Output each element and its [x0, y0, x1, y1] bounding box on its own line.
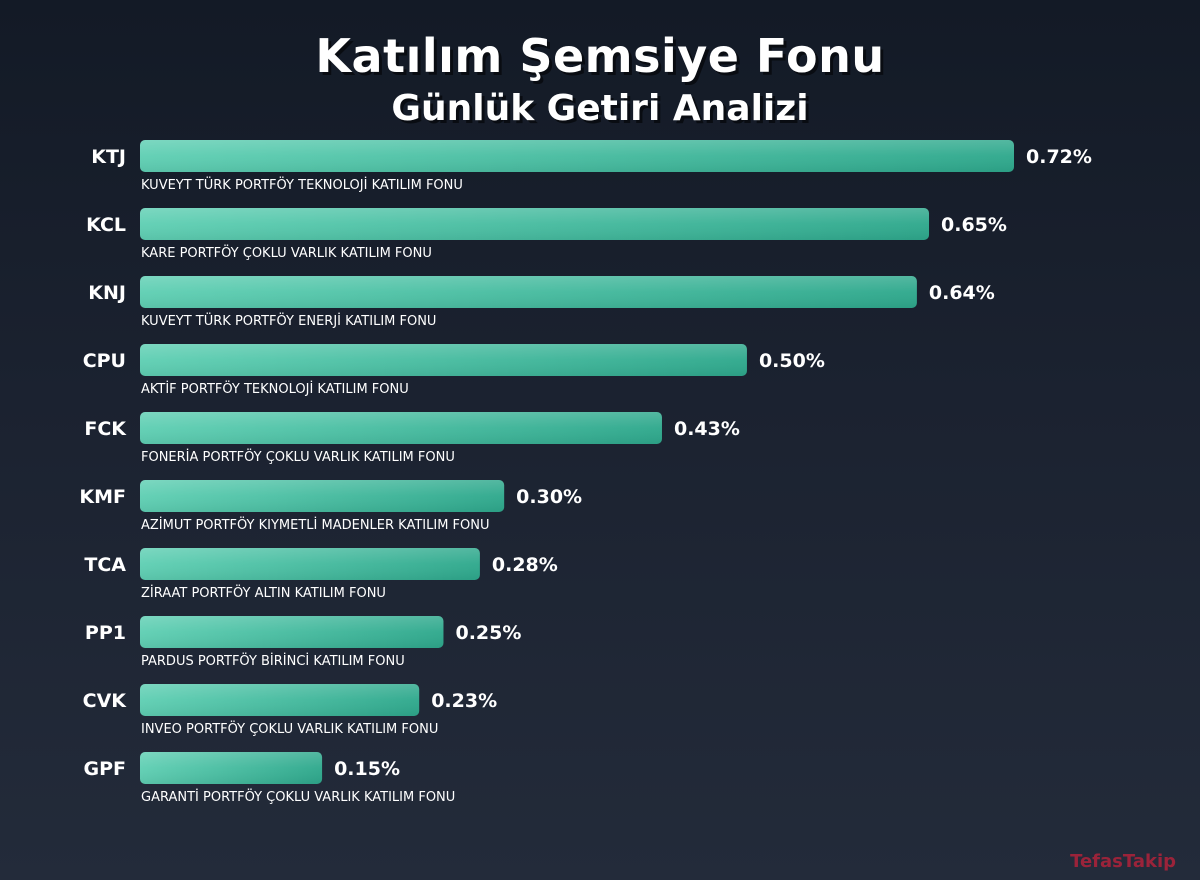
chart-title: Katılım Şemsiye Fonu [315, 29, 885, 83]
value-label: 0.28% [492, 554, 558, 576]
fund-name-label: AZİMUT PORTFÖY KIYMETLİ MADENLER KATILIM… [141, 516, 490, 533]
bar-row: KTJ 0.72% KUVEYT TÜRK PORTFÖY TEKNOLOJİ KA… [91, 140, 1092, 193]
fund-name-label: KUVEYT TÜRK PORTFÖY TEKNOLOJİ KATILIM FO… [141, 176, 463, 193]
bar-shine [140, 208, 930, 240]
fund-name-label: KARE PORTFÖY ÇOKLU VARLIK KATILIM FONU [141, 244, 432, 261]
bar-row: PP1 0.25% PARDUS PORTFÖY BİRİNCİ KATILIM F… [85, 616, 521, 669]
category-label: CVK [83, 690, 128, 712]
value-label: 0.64% [929, 282, 995, 304]
bar-row: KCL 0.65% KARE PORTFÖY ÇOKLU VARLIK KATILI… [86, 208, 1007, 261]
value-label: 0.25% [455, 622, 521, 644]
bars-layer: KTJ 0.72% KUVEYT TÜRK PORTFÖY TEKNOLOJİ KA… [79, 140, 1092, 805]
bar-row: CPU 0.50% AKTİF PORTFÖY TEKNOLOJİ KATILIM … [83, 344, 825, 397]
chart-header: Katılım Şemsiye Fonu Günlük Getiri Anali… [0, 26, 1200, 132]
value-label: 0.30% [516, 486, 582, 508]
bar-shine [140, 548, 480, 580]
fund-name-label: ZİRAAT PORTFÖY ALTIN KATILIM FONU [141, 584, 386, 601]
value-label: 0.72% [1026, 146, 1092, 168]
bar-shine [140, 616, 444, 648]
watermark-logo: TefasTakip [1070, 851, 1176, 872]
category-label: GPF [84, 758, 127, 780]
value-label: 0.65% [941, 214, 1007, 236]
bar-row: KMF 0.30% AZİMUT PORTFÖY KIYMETLİ MADENLER… [79, 480, 582, 533]
fund-name-label: PARDUS PORTFÖY BİRİNCİ KATILIM FONU [141, 652, 405, 669]
category-label: KCL [86, 214, 126, 236]
bar-row: FCK 0.43% FONERİA PORTFÖY ÇOKLU VARLIK KAT… [84, 412, 740, 465]
value-label: 0.50% [759, 350, 825, 372]
bar-shine [140, 684, 420, 716]
category-label: KMF [79, 486, 126, 508]
bar-shine [140, 276, 917, 308]
fund-name-label: AKTİF PORTFÖY TEKNOLOJİ KATILIM FONU [141, 380, 409, 397]
bar-shine [140, 140, 1014, 172]
bar-shine [140, 752, 323, 784]
bar-row: KNJ 0.64% KUVEYT TÜRK PORTFÖY ENERJİ KATIL… [88, 276, 995, 329]
bar-row: GPF 0.15% GARANTİ PORTFÖY ÇOKLU VARLIK KAT… [84, 752, 455, 805]
category-label: CPU [83, 350, 126, 372]
bar-shine [140, 412, 662, 444]
bar-row: CVK 0.23% INVEO PORTFÖY ÇOKLU VARLIK KATIL… [83, 684, 497, 737]
category-label: KNJ [88, 282, 126, 304]
fund-name-label: KUVEYT TÜRK PORTFÖY ENERJİ KATILIM FONU [141, 312, 436, 329]
chart-subtitle: Günlük Getiri Analizi [391, 88, 809, 129]
category-label: PP1 [85, 622, 126, 644]
fund-name-label: GARANTİ PORTFÖY ÇOKLU VARLIK KATILIM FON… [141, 788, 455, 805]
fund-name-label: FONERİA PORTFÖY ÇOKLU VARLIK KATILIM FON… [141, 448, 455, 465]
fund-name-label: INVEO PORTFÖY ÇOKLU VARLIK KATILIM FONU [141, 720, 438, 737]
value-label: 0.15% [334, 758, 400, 780]
value-label: 0.23% [431, 690, 497, 712]
bar-shine [140, 344, 747, 376]
value-label: 0.43% [674, 418, 740, 440]
category-label: TCA [84, 554, 126, 576]
bar-shine [140, 480, 505, 512]
category-label: KTJ [91, 146, 126, 168]
bar-row: TCA 0.28% ZİRAAT PORTFÖY ALTIN KATILIM FON… [84, 548, 558, 601]
category-label: FCK [84, 418, 127, 440]
